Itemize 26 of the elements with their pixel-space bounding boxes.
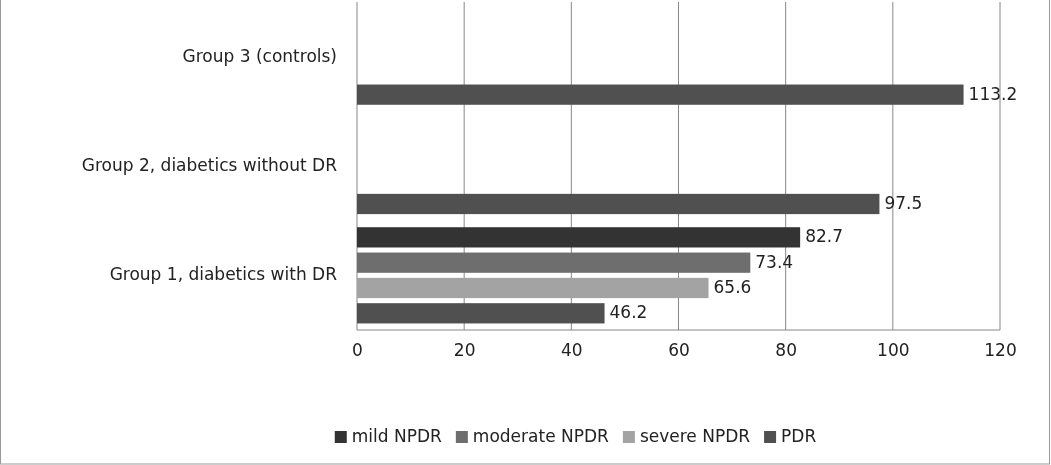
x-tick-label: 100 <box>877 340 910 361</box>
x-tick-label: 0 <box>352 340 363 361</box>
bar <box>357 193 880 215</box>
y-tick-label: Group 3 (controls) <box>182 45 337 66</box>
legend-label: PDR <box>781 426 817 446</box>
bar <box>357 303 605 324</box>
data-label: 65.6 <box>713 276 752 297</box>
y-tick-label: Group 1, diabetics with DR <box>109 264 338 285</box>
bar <box>357 84 964 105</box>
data-label: 113.2 <box>968 83 1018 104</box>
bar <box>357 277 709 299</box>
x-tick-label: 40 <box>561 340 583 361</box>
data-label: 46.2 <box>609 302 648 323</box>
bar <box>357 252 751 273</box>
x-tick-label: 20 <box>453 340 476 361</box>
y-tick-label: Group 2, diabetics without DR <box>81 155 338 175</box>
x-tick-label: 80 <box>775 340 797 361</box>
legend-label: mild NPDR <box>351 426 443 446</box>
legend-label: moderate NPDR <box>472 426 610 446</box>
bar <box>357 227 801 248</box>
x-tick-label: 120 <box>984 340 1017 361</box>
data-label: 97.5 <box>884 192 923 213</box>
data-label: 82.7 <box>805 226 843 247</box>
data-label: 73.4 <box>755 251 794 272</box>
legend-label: severe NPDR <box>639 426 751 446</box>
x-tick-label: 60 <box>668 340 690 361</box>
